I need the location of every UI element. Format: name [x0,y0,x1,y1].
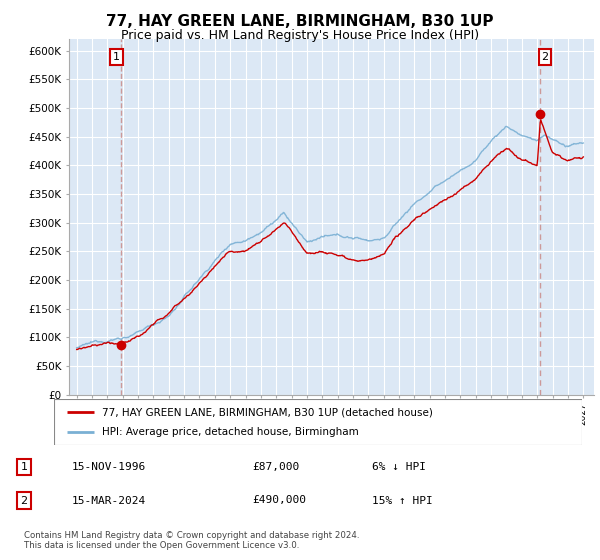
Text: 15% ↑ HPI: 15% ↑ HPI [372,496,433,506]
Text: 77, HAY GREEN LANE, BIRMINGHAM, B30 1UP: 77, HAY GREEN LANE, BIRMINGHAM, B30 1UP [106,14,494,29]
Text: 77, HAY GREEN LANE, BIRMINGHAM, B30 1UP (detached house): 77, HAY GREEN LANE, BIRMINGHAM, B30 1UP … [101,407,433,417]
Text: Contains HM Land Registry data © Crown copyright and database right 2024.
This d: Contains HM Land Registry data © Crown c… [24,531,359,550]
Text: 6% ↓ HPI: 6% ↓ HPI [372,462,426,472]
Text: 1: 1 [20,462,28,472]
Text: Price paid vs. HM Land Registry's House Price Index (HPI): Price paid vs. HM Land Registry's House … [121,29,479,42]
Text: 15-MAR-2024: 15-MAR-2024 [72,496,146,506]
Text: 1: 1 [113,52,120,62]
Text: £490,000: £490,000 [252,496,306,506]
Text: 15-NOV-1996: 15-NOV-1996 [72,462,146,472]
Text: £87,000: £87,000 [252,462,299,472]
Text: HPI: Average price, detached house, Birmingham: HPI: Average price, detached house, Birm… [101,427,358,437]
Text: 2: 2 [20,496,28,506]
Text: 2: 2 [541,52,548,62]
